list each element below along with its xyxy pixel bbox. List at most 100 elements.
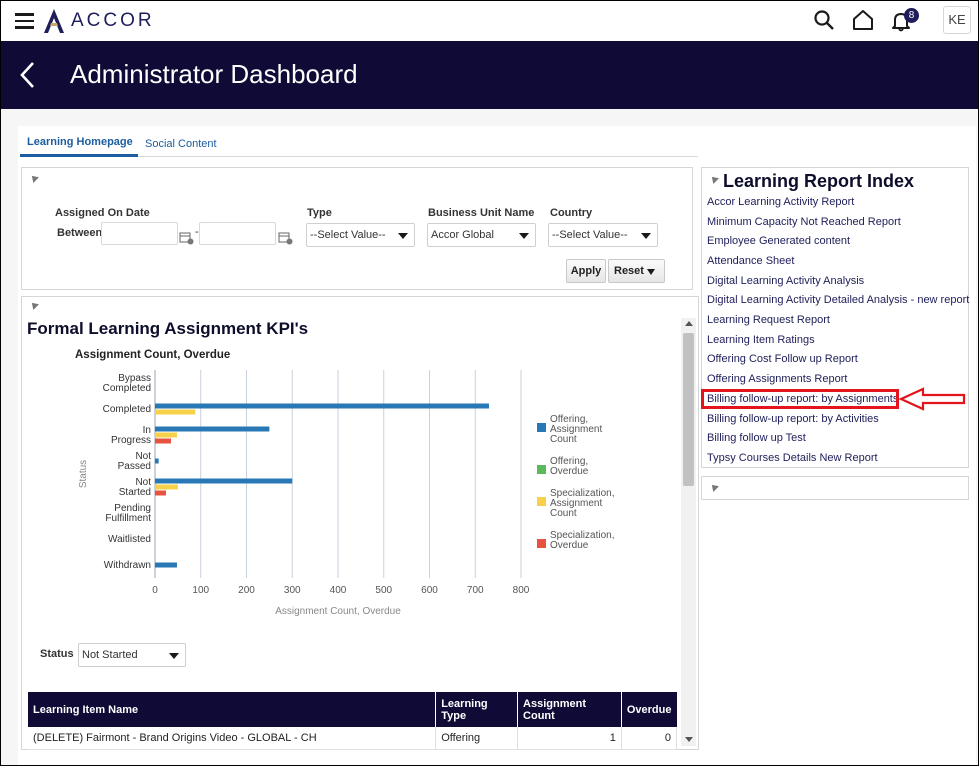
report-link-billing-by-assignments[interactable]: Billing follow-up report: by Assignments (707, 393, 899, 405)
chart-title: Assignment Count, Overdue (75, 349, 231, 361)
date-range-separator: - (195, 226, 199, 238)
chart-legend-label: Overdue (550, 540, 589, 551)
chart-grid (154, 370, 522, 578)
chart-category-label: In (143, 425, 151, 436)
chart-bars (155, 403, 489, 568)
end-date-input[interactable] (199, 222, 276, 245)
chart-x-tick-label: 100 (192, 585, 209, 596)
chart-category-label: Not (135, 451, 151, 462)
chart-x-tick-label: 700 (467, 585, 484, 596)
calendar-icon[interactable] (278, 231, 293, 245)
chart-x-tick-label: 600 (421, 585, 438, 596)
chart-legend-swatch (537, 539, 546, 548)
chart-bar (155, 490, 166, 496)
chart-category-label: Bypass (118, 373, 151, 384)
reset-button[interactable]: Reset (608, 259, 665, 283)
chart-category-label: Completed (103, 404, 151, 415)
assignment-bar-chart: BypassCompletedCompletedInProgressNotPas… (78, 370, 614, 617)
search-icon[interactable] (813, 9, 835, 31)
calendar-icon[interactable] (179, 231, 194, 245)
report-link-billing-follow-up-test[interactable]: Billing follow up Test (707, 432, 806, 444)
chart-legend-label: Offering, (550, 414, 588, 425)
cell-learning-item-name[interactable]: (DELETE) Fairmont - Brand Origins Video … (28, 727, 437, 750)
avatar[interactable]: KE (943, 6, 971, 34)
table-row[interactable]: (DELETE) Fairmont - Brand Origins Video … (28, 727, 678, 750)
tab-social-content[interactable]: Social Content (145, 138, 217, 150)
report-link-offering-assignments[interactable]: Offering Assignments Report (707, 373, 848, 385)
column-header-learning-type[interactable]: Learning Type (435, 692, 519, 727)
chart-legend-label: Assignment (550, 424, 602, 435)
chart-x-tick-label: 300 (284, 585, 301, 596)
chart-legend-swatch (537, 497, 546, 506)
chart-category-label: Not (135, 477, 151, 488)
country-select[interactable]: --Select Value-- (548, 223, 658, 247)
chart-legend-label: Count (550, 508, 577, 519)
chart-bar (155, 458, 159, 464)
assigned-on-date-label: Assigned On Date (55, 207, 150, 219)
country-label: Country (550, 207, 593, 219)
start-date-input[interactable] (101, 222, 178, 245)
back-chevron-icon[interactable] (19, 61, 37, 89)
scroll-down-arrow-icon[interactable] (685, 737, 693, 742)
country-select-value: --Select Value-- (552, 229, 628, 241)
column-header-overdue[interactable]: Overdue (621, 692, 677, 727)
kpi-title: Formal Learning Assignment KPI's (27, 319, 309, 338)
report-link-attendance-sheet[interactable]: Attendance Sheet (707, 255, 795, 267)
report-link-learning-item-ratings[interactable]: Learning Item Ratings (707, 334, 815, 346)
chart-category-label: Waitlisted (108, 534, 151, 545)
header-line: Count (523, 709, 555, 722)
chart-x-tick-label: 200 (238, 585, 255, 596)
business-unit-label: Business Unit Name (428, 207, 535, 219)
chart-bar (155, 562, 177, 568)
dropdown-caret-icon (647, 269, 655, 275)
report-link-employee-generated-content[interactable]: Employee Generated content (707, 235, 851, 247)
accor-logo[interactable]: ACCOR (41, 7, 155, 35)
tab-learning-homepage[interactable]: Learning Homepage (27, 136, 133, 148)
apply-button[interactable]: Apply (566, 259, 606, 283)
scrollbar-thumb[interactable] (683, 333, 694, 486)
cell-overdue: 0 (621, 727, 678, 750)
report-link-accor-learning-activity[interactable]: Accor Learning Activity Report (707, 196, 855, 208)
cell-learning-type: Offering (435, 727, 519, 750)
top-bar: ACCOR 8 KE (1, 1, 978, 41)
header-line: Type (441, 709, 467, 722)
learning-items-table: Learning Item Name Learning Type Assignm… (28, 692, 678, 750)
report-link-typsy-courses-details[interactable]: Typsy Courses Details New Report (707, 452, 878, 464)
report-link-offering-cost-follow-up[interactable]: Offering Cost Follow up Report (707, 353, 858, 365)
report-link-billing-by-activities[interactable]: Billing follow-up report: by Activities (707, 413, 879, 425)
column-header-assignment-count[interactable]: Assignment Count (517, 692, 622, 727)
home-icon[interactable] (851, 8, 875, 32)
chart-bar (155, 409, 196, 415)
column-header-learning-item-name[interactable]: Learning Item Name (28, 692, 437, 727)
chart-category-label: Progress (111, 435, 151, 446)
dropdown-caret-icon (398, 233, 408, 239)
tabs-divider (20, 156, 698, 157)
accor-logo-mark-icon (44, 9, 64, 33)
scroll-up-arrow-icon[interactable] (685, 321, 693, 326)
dropdown-caret-icon (519, 233, 529, 239)
chart-x-tick-label: 0 (152, 585, 158, 596)
report-link-learning-request[interactable]: Learning Request Report (707, 314, 830, 326)
chart-y-axis-label: Status (78, 460, 89, 488)
logo-text: ACCOR (71, 10, 155, 31)
chart-category-label: Fulfillment (105, 513, 151, 524)
chart-x-tick-label: 500 (375, 585, 392, 596)
chart-legend-label: Count (550, 434, 577, 445)
dropdown-caret-icon (641, 233, 651, 239)
chart-bar (155, 426, 270, 432)
report-link-minimum-capacity[interactable]: Minimum Capacity Not Reached Report (707, 216, 901, 228)
table-header-row: Learning Item Name Learning Type Assignm… (28, 692, 677, 727)
business-unit-select[interactable]: Accor Global (427, 223, 536, 247)
dropdown-caret-icon (169, 653, 179, 659)
status-select[interactable]: Not Started (78, 643, 186, 667)
chart-legend: Offering,AssignmentCountOffering,Overdue… (537, 414, 614, 551)
report-link-digital-learning-activity-analysis[interactable]: Digital Learning Activity Analysis (707, 275, 865, 287)
type-select[interactable]: --Select Value-- (306, 223, 415, 247)
cell-assignment-count: 1 (517, 727, 622, 750)
report-link-digital-learning-detailed-analysis[interactable]: Digital Learning Activity Detailed Analy… (707, 294, 970, 306)
chart-x-tick-label: 400 (330, 585, 347, 596)
chart-x-tick-label: 800 (513, 585, 530, 596)
hamburger-menu-icon[interactable] (15, 13, 34, 29)
chart-legend-label: Offering, (550, 456, 588, 467)
chart-tick-labels: 0 100 200 300 400 500 600 700 800 (152, 585, 530, 596)
